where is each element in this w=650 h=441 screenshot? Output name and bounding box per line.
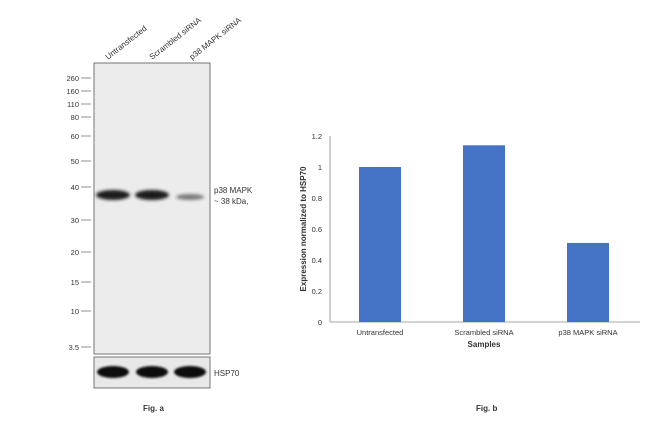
hsp70-band	[174, 366, 206, 378]
marker-label: 30	[71, 216, 79, 225]
y-tick-label: 0.8	[312, 194, 322, 203]
band-label-size: ~ 38 kDa,	[214, 197, 248, 206]
marker-label: 50	[71, 157, 79, 166]
bar	[463, 145, 505, 322]
p38-band	[135, 190, 169, 200]
marker-label: 60	[71, 132, 79, 141]
y-tick-label: 0.4	[312, 256, 322, 265]
x-tick-label: Untransfected	[357, 328, 404, 337]
p38-band	[176, 194, 204, 200]
bar	[567, 242, 609, 322]
y-tick-label: 1.2	[312, 132, 322, 141]
x-tick-label: p38 MAPK siRNA	[558, 328, 617, 337]
bar	[359, 167, 401, 322]
x-axis-title: Samples	[468, 340, 501, 349]
y-tick-label: 0	[318, 318, 322, 327]
hsp70-band	[97, 366, 129, 378]
y-axis-title: Expression normalized to HSP70	[299, 166, 308, 291]
y-tick-label: 1	[318, 163, 322, 172]
y-tick-label: 0.6	[312, 225, 322, 234]
marker-label: 160	[66, 87, 79, 96]
marker-label: 3.5	[69, 343, 79, 352]
marker-label: 15	[71, 278, 79, 287]
hsp70-band	[136, 366, 168, 378]
blot-membrane	[93, 62, 211, 355]
marker-label: 20	[71, 248, 79, 257]
p38-band	[96, 190, 130, 200]
marker-label: 110	[67, 100, 79, 109]
marker-label: 10	[71, 307, 79, 316]
x-tick-label: Scrambled siRNA	[454, 328, 513, 337]
figure-a-caption: Fig. a	[143, 404, 164, 413]
marker-label: 260	[66, 74, 79, 83]
y-tick-label: 0.2	[312, 287, 322, 296]
figure-b-caption: Fig. b	[476, 404, 497, 413]
band-label-name: p38 MAPK	[214, 186, 253, 195]
marker-label: 80	[71, 113, 79, 122]
marker-label: 40	[71, 183, 79, 192]
loading-control-label: HSP70	[214, 369, 240, 378]
